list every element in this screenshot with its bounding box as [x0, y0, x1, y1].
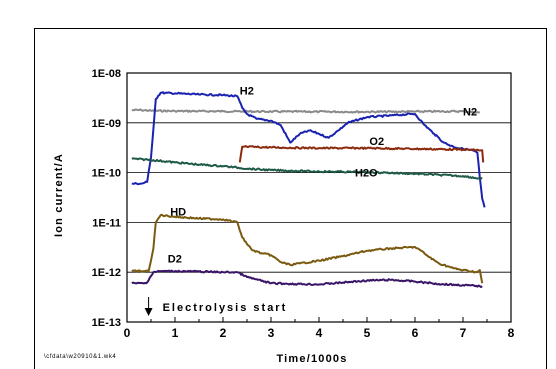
x-axis-title: Time/1000s [276, 353, 347, 365]
y-tick-label: 1E-10 [92, 168, 121, 180]
source-footer: \cfdata\w20910&1.wk4 [44, 354, 116, 360]
x-tick-label: 8 [508, 326, 515, 340]
x-tick-label: 5 [364, 326, 371, 340]
series-label-hd: HD [170, 207, 186, 219]
annotation-text: Electrolysis start [163, 302, 288, 314]
y-tick-label: 1E-09 [92, 118, 121, 130]
x-tick-label: 6 [412, 326, 419, 340]
y-tick-label: 1E-13 [92, 317, 121, 329]
y-axis-title: Ion current/A [53, 153, 65, 237]
series-label-h2: H2 [240, 85, 254, 97]
x-tick-label: 1 [172, 326, 179, 340]
y-tick-label: 1E-08 [92, 68, 121, 80]
series-label-d2: D2 [168, 253, 182, 265]
series-label-n2: N2 [463, 106, 477, 118]
y-tick-label: 1E-12 [92, 267, 121, 279]
y-tick-label: 1E-11 [92, 217, 121, 229]
x-tick-label: 2 [220, 326, 227, 340]
series-label-o2: O2 [369, 136, 384, 148]
x-tick-label: 7 [460, 326, 467, 340]
series-label-h2o: H2O [355, 168, 378, 180]
x-tick-label: 4 [316, 326, 323, 340]
x-tick-label: 3 [268, 326, 275, 340]
x-tick-label: 0 [124, 326, 131, 340]
